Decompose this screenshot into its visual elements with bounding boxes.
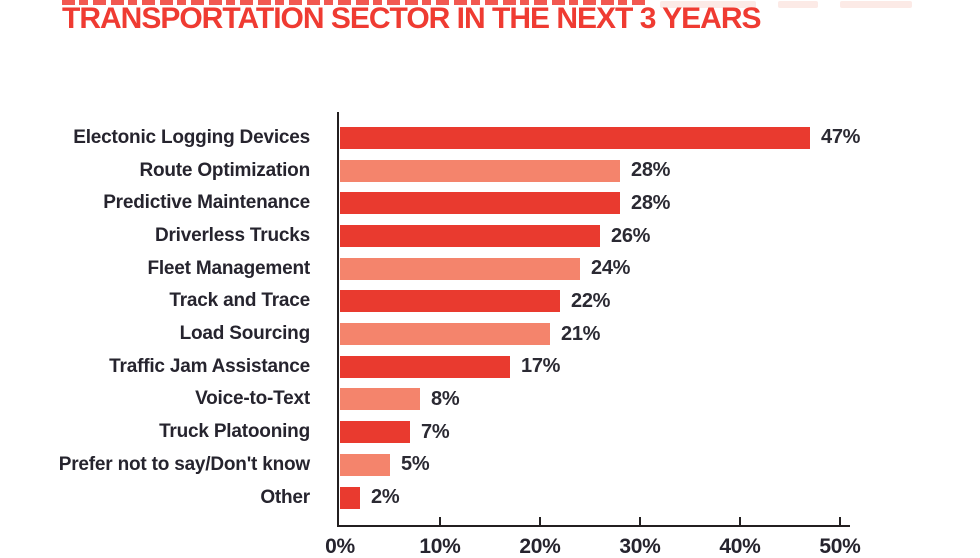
category-label: Load Sourcing [179, 323, 311, 345]
x-axis-tick [639, 517, 641, 525]
chart-row: Predictive Maintenance 28% [0, 187, 980, 220]
x-axis-tick-label: 40% [719, 535, 761, 558]
chart-row: Voice-to-Text 8% [0, 383, 980, 416]
category-label: Route Optimization [139, 159, 310, 181]
value-label: 17% [521, 355, 561, 378]
y-axis-line [337, 112, 339, 527]
value-label: 28% [631, 191, 671, 214]
chart-row: Other 2% [0, 481, 980, 514]
category-label: Fleet Management [147, 257, 310, 279]
chart-row: Traffic Jam Assistance 17% [0, 350, 980, 383]
x-axis-tick [539, 517, 541, 525]
category-label: Driverless Trucks [154, 225, 310, 246]
clipped-faint-text [660, 1, 912, 9]
category-label: Predictive Maintenance [103, 192, 310, 214]
bar [340, 257, 580, 280]
category-label: Track and Trace [169, 290, 310, 312]
category-label: Truck Platooning [159, 421, 310, 443]
value-label: 21% [561, 322, 601, 345]
faint-word-block [778, 1, 818, 8]
faint-word-block [660, 1, 756, 8]
faint-word-block [840, 1, 912, 8]
bar [340, 323, 550, 346]
x-axis-tick-label: 0% [325, 535, 355, 558]
chart-row: Truck Platooning 7% [0, 416, 980, 449]
value-label: 26% [611, 224, 651, 247]
category-label: Other [260, 486, 310, 508]
x-axis-tick-label: 30% [619, 535, 661, 558]
bar [340, 192, 620, 215]
chart-row: Load Sourcing 21% [0, 318, 980, 351]
bar [340, 421, 410, 444]
chart-row: Track and Trace 22% [0, 285, 980, 318]
x-axis-tick-label: 10% [419, 535, 461, 558]
value-label: 28% [631, 159, 671, 182]
bar [340, 453, 390, 476]
category-label: Prefer not to say/Don't know [58, 453, 310, 475]
x-axis-line [337, 525, 850, 527]
chart-row: Route Optimization 28% [0, 154, 980, 187]
x-axis-tick [839, 517, 841, 525]
value-label: 5% [401, 453, 430, 476]
bar [340, 486, 360, 509]
category-label: Traffic Jam Assistance [109, 355, 310, 377]
chart-row: Electonic Logging Devices 47% [0, 122, 980, 155]
chart-title: TRANSPORTATION SECTOR IN THE NEXT 3 YEAR… [62, 2, 762, 35]
chart-row: Prefer not to say/Don't know 5% [0, 448, 980, 481]
chart-row: Driverless Trucks 26% [0, 220, 980, 253]
bar-chart: Electonic Logging Devices 47% Route Optimi… [0, 122, 980, 514]
bar [340, 388, 420, 411]
value-label: 8% [431, 387, 460, 410]
value-label: 7% [421, 420, 450, 443]
x-axis-tick-label: 50% [819, 535, 861, 558]
x-axis-tick-label: 20% [519, 535, 561, 558]
clipped-title-line-fragments [62, 0, 648, 5]
bar [340, 355, 510, 378]
value-label: 22% [571, 289, 611, 312]
chart-row: Fleet Management 24% [0, 252, 980, 285]
value-label: 47% [821, 126, 861, 149]
bar [340, 126, 810, 149]
value-label: 24% [591, 257, 631, 280]
category-label: Electonic Logging Devices [73, 126, 310, 148]
value-label: 2% [371, 486, 400, 508]
x-axis-tick [439, 517, 441, 525]
category-label: Voice-to-Text [195, 388, 310, 410]
bar [340, 290, 560, 313]
bar [340, 225, 600, 247]
x-axis-tick [739, 517, 741, 525]
bar [340, 159, 620, 182]
